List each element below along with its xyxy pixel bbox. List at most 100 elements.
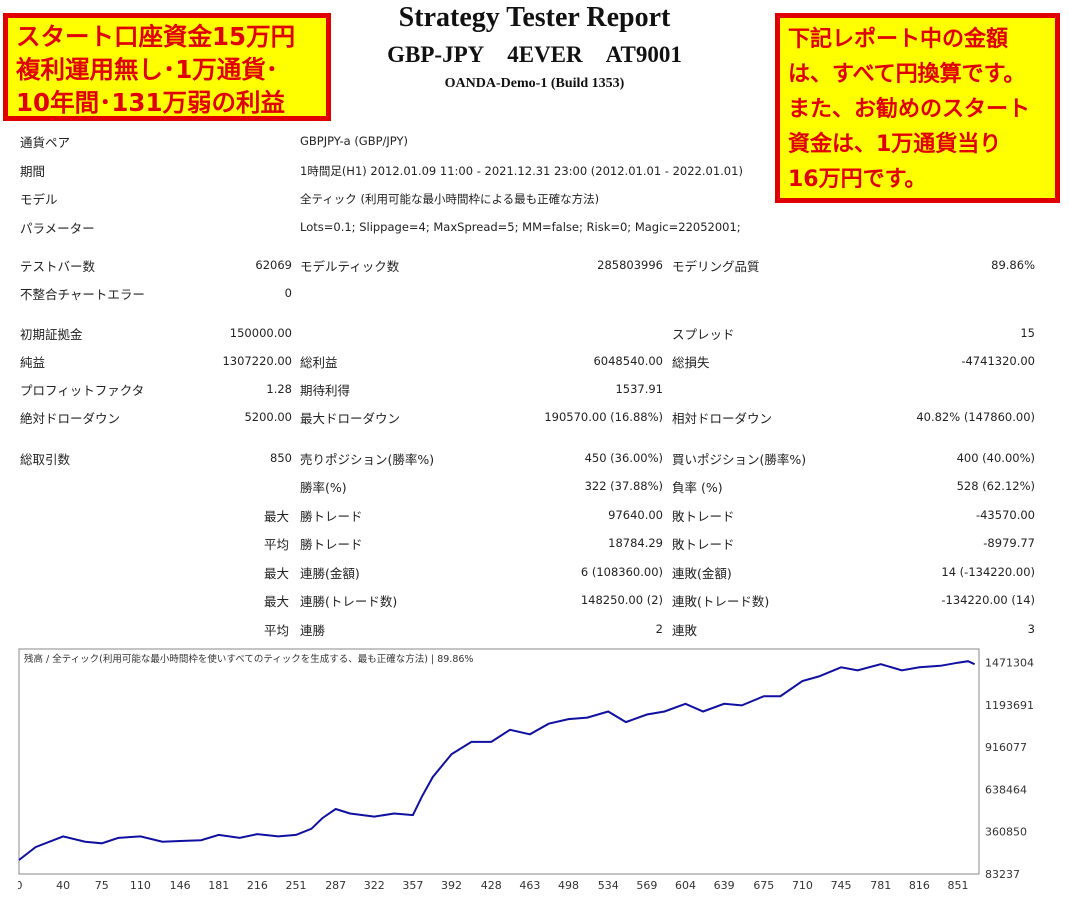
- largest-loss-value: -43570.00: [975, 508, 1035, 522]
- x-tick-label: 216: [247, 879, 268, 892]
- errors-value: 0: [284, 286, 292, 300]
- balance-series-line: [18, 660, 976, 861]
- quality-value: 89.86%: [991, 258, 1035, 272]
- symbol-value: GBPJPY-a (GBP/JPY): [300, 134, 409, 148]
- x-tick-label: 75: [95, 879, 109, 892]
- period-label: 期間: [20, 164, 46, 179]
- callout-right-line: 下記レポート中の金額: [788, 27, 1009, 52]
- absolute-drawdown-label: 絶対ドローダウン: [20, 411, 121, 426]
- deposit-label: 初期証拠金: [20, 327, 83, 342]
- y-tick-label: 916077: [985, 741, 1027, 754]
- ticks-label: モデルティック数: [300, 259, 400, 274]
- period-value: 1時間足(H1) 2012.01.09 11:00 - 2021.12.31 2…: [300, 164, 743, 178]
- parameters-value: Lots=0.1; Slippage=4; MaxSpread=5; MM=fa…: [300, 220, 741, 234]
- x-tick-label: 146: [170, 879, 191, 892]
- absolute-drawdown-value: 5200.00: [244, 410, 292, 424]
- x-tick-label: 40: [56, 879, 70, 892]
- largest-loss-label: 敗トレード: [672, 509, 735, 524]
- x-tick-label: 392: [441, 879, 462, 892]
- chart-title: 残高 / 全ティック(利用可能な最小時間枠を使いすべてのティックを生成する、最も…: [24, 653, 473, 665]
- x-tick-label: 569: [636, 879, 657, 892]
- cons-win-count-label: 連勝(トレード数): [300, 594, 398, 609]
- bars-value: 62069: [255, 258, 292, 272]
- x-tick-label: 322: [364, 879, 385, 892]
- model-label: モデル: [20, 192, 58, 207]
- x-tick-label: 851: [948, 879, 969, 892]
- callout-left: スタート口座資金15万円 複利運用無し･1万通貨･ 10年間･131万弱の利益: [3, 13, 331, 121]
- bars-label: テストバー数: [20, 259, 96, 274]
- y-tick-label: 360850: [985, 826, 1027, 839]
- largest-label: 最大: [264, 509, 290, 524]
- cons-win-count-value: 148250.00 (2): [580, 593, 663, 607]
- short-positions-value: 450 (36.00%): [584, 451, 663, 465]
- x-tick-label: 639: [714, 879, 735, 892]
- deposit-value: 150000.00: [229, 326, 292, 340]
- max-consecutive-label: 最大: [264, 566, 290, 581]
- avg-cons-loss-value: 3: [1027, 622, 1035, 636]
- avg-cons-win-value: 2: [655, 622, 663, 636]
- total-trades-label: 総取引数: [20, 452, 71, 467]
- cons-win-money-value: 6 (108360.00): [580, 565, 663, 579]
- callout-right-line: また、お勧めのスタート: [788, 97, 1031, 122]
- callout-left-line: 10年間･131万弱の利益: [16, 88, 285, 117]
- report-subtitle: GBP-JPY 4EVER AT9001: [387, 42, 682, 67]
- y-tick-label: 1193691: [985, 699, 1034, 712]
- model-value: 全ティック (利用可能な最小時間枠による最も正確な方法): [300, 192, 600, 206]
- ticks-value: 285803996: [597, 258, 663, 272]
- gross-loss-value: -4741320.00: [961, 354, 1035, 368]
- x-tick-label: 0: [18, 879, 23, 892]
- net-profit-label: 純益: [20, 355, 46, 370]
- x-tick-label: 534: [598, 879, 619, 892]
- long-positions-value: 400 (40.00%): [956, 451, 1035, 465]
- cons-loss-count-value: -134220.00 (14): [941, 593, 1035, 607]
- balance-chart: 残高 / 全ティック(利用可能な最小時間枠を使いすべてのティックを生成する、最も…: [16, 648, 1058, 893]
- average-label: 平均: [264, 537, 290, 552]
- x-tick-label: 463: [519, 879, 540, 892]
- avg-cons-win-label: 連勝: [300, 623, 326, 638]
- max-consecutive-count-label: 最大: [264, 594, 290, 609]
- relative-drawdown-label: 相対ドローダウン: [672, 411, 773, 426]
- x-tick-label: 287: [325, 879, 346, 892]
- y-tick-label: 1471304: [985, 657, 1034, 670]
- spread-value: 15: [1020, 326, 1035, 340]
- win-rate-value: 322 (37.88%): [584, 479, 663, 493]
- x-tick-label: 816: [909, 879, 930, 892]
- profit-factor-value: 1.28: [266, 382, 292, 396]
- x-tick-label: 710: [792, 879, 813, 892]
- max-drawdown-label: 最大ドローダウン: [300, 411, 401, 426]
- long-positions-label: 買いポジション(勝率%): [672, 452, 807, 467]
- x-tick-label: 428: [481, 879, 502, 892]
- x-tick-label: 604: [675, 879, 696, 892]
- callout-right-line: 16万円です。: [788, 167, 927, 192]
- gross-profit-value: 6048540.00: [593, 354, 663, 368]
- y-tick-label: 638464: [985, 783, 1027, 796]
- loss-rate-value: 528 (62.12%): [956, 479, 1035, 493]
- callout-left-line: 複利運用無し･1万通貨･: [16, 55, 279, 84]
- win-rate-label: 勝率(%): [300, 480, 347, 495]
- cons-loss-money-label: 連敗(金額): [672, 566, 732, 581]
- symbol-label: 通貨ペア: [20, 135, 71, 150]
- gross-profit-label: 総利益: [300, 355, 338, 370]
- expected-payoff-value: 1537.91: [615, 382, 663, 396]
- average-loss-value: -8979.77: [983, 536, 1035, 550]
- callout-right: 下記レポート中の金額 は、すべて円換算です。 また、お勧めのスタート 資金は、1…: [775, 13, 1060, 203]
- average-win-value: 18784.29: [608, 536, 663, 550]
- max-drawdown-value: 190570.00 (16.88%): [544, 410, 663, 424]
- x-tick-label: 357: [402, 879, 423, 892]
- largest-win-label: 勝トレード: [300, 509, 363, 524]
- cons-win-money-label: 連勝(金額): [300, 566, 360, 581]
- expected-payoff-label: 期待利得: [300, 383, 351, 398]
- callout-left-line: スタート口座資金15万円: [16, 22, 296, 51]
- spread-label: スプレッド: [672, 327, 735, 342]
- largest-win-value: 97640.00: [608, 508, 663, 522]
- quality-label: モデリング品質: [672, 259, 760, 274]
- relative-drawdown-value: 40.82% (147860.00): [916, 410, 1035, 424]
- x-tick-label: 745: [831, 879, 852, 892]
- total-trades-value: 850: [270, 451, 292, 465]
- average-consecutive-label: 平均: [264, 623, 290, 638]
- net-profit-value: 1307220.00: [222, 354, 292, 368]
- x-tick-label: 675: [753, 879, 774, 892]
- x-tick-label: 498: [558, 879, 579, 892]
- gross-loss-label: 総損失: [672, 355, 710, 370]
- x-tick-label: 110: [130, 879, 151, 892]
